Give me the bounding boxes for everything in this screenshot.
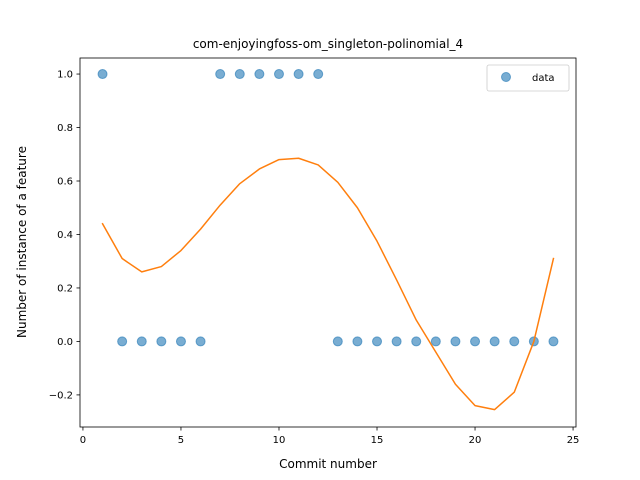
- x-tick-label: 20: [469, 435, 482, 446]
- plot-frame: [79, 57, 577, 428]
- data-point: [254, 69, 265, 80]
- x-tick-label: 15: [371, 435, 384, 446]
- y-tick-label: 0.2: [57, 283, 73, 294]
- data-point: [215, 69, 226, 80]
- data-point: [195, 336, 206, 347]
- x-tick-label: 5: [178, 435, 184, 446]
- data-point: [372, 336, 383, 347]
- legend-marker-data: [501, 72, 511, 82]
- x-axis: 0 5 10 15 20 25: [80, 427, 580, 446]
- data-point: [273, 69, 284, 80]
- data-point: [489, 336, 500, 347]
- data-point: [509, 336, 520, 347]
- y-axis-label: Number of instance of a feature: [15, 146, 29, 338]
- data-point: [332, 336, 343, 347]
- y-axis: −0.2 0.0 0.2 0.4 0.6 0.8 1.0: [49, 70, 80, 401]
- data-point: [156, 336, 167, 347]
- fit-line: [101, 157, 555, 411]
- y-tick-label: 0.8: [57, 123, 73, 134]
- data-point: [450, 336, 461, 347]
- data-point: [313, 69, 324, 80]
- data-point: [293, 69, 304, 80]
- x-tick-label: 0: [80, 435, 86, 446]
- x-tick-label: 10: [273, 435, 286, 446]
- data-point: [352, 336, 363, 347]
- data-point: [411, 336, 422, 347]
- x-axis-label: Commit number: [279, 457, 377, 471]
- legend-box: [486, 64, 570, 92]
- y-tick-label: −0.2: [49, 390, 73, 401]
- data-point: [136, 336, 147, 347]
- data-point: [175, 336, 186, 347]
- data-point: [234, 69, 245, 80]
- y-tick-label: 0.0: [57, 337, 73, 348]
- data-point: [548, 336, 559, 347]
- y-tick-label: 1.0: [57, 70, 73, 81]
- data-point: [391, 336, 402, 347]
- data-point: [117, 336, 128, 347]
- data-point: [430, 336, 441, 347]
- data-point: [470, 336, 481, 347]
- plot-area: [97, 69, 559, 411]
- chart-title: com-enjoyingfoss-om_singleton-polinomial…: [193, 37, 463, 51]
- legend: data: [486, 64, 570, 92]
- data-point: [97, 69, 108, 80]
- x-tick-label: 25: [567, 435, 580, 446]
- y-tick-label: 0.4: [57, 230, 73, 241]
- legend-label-data: data: [532, 73, 555, 84]
- y-tick-label: 0.6: [57, 177, 73, 188]
